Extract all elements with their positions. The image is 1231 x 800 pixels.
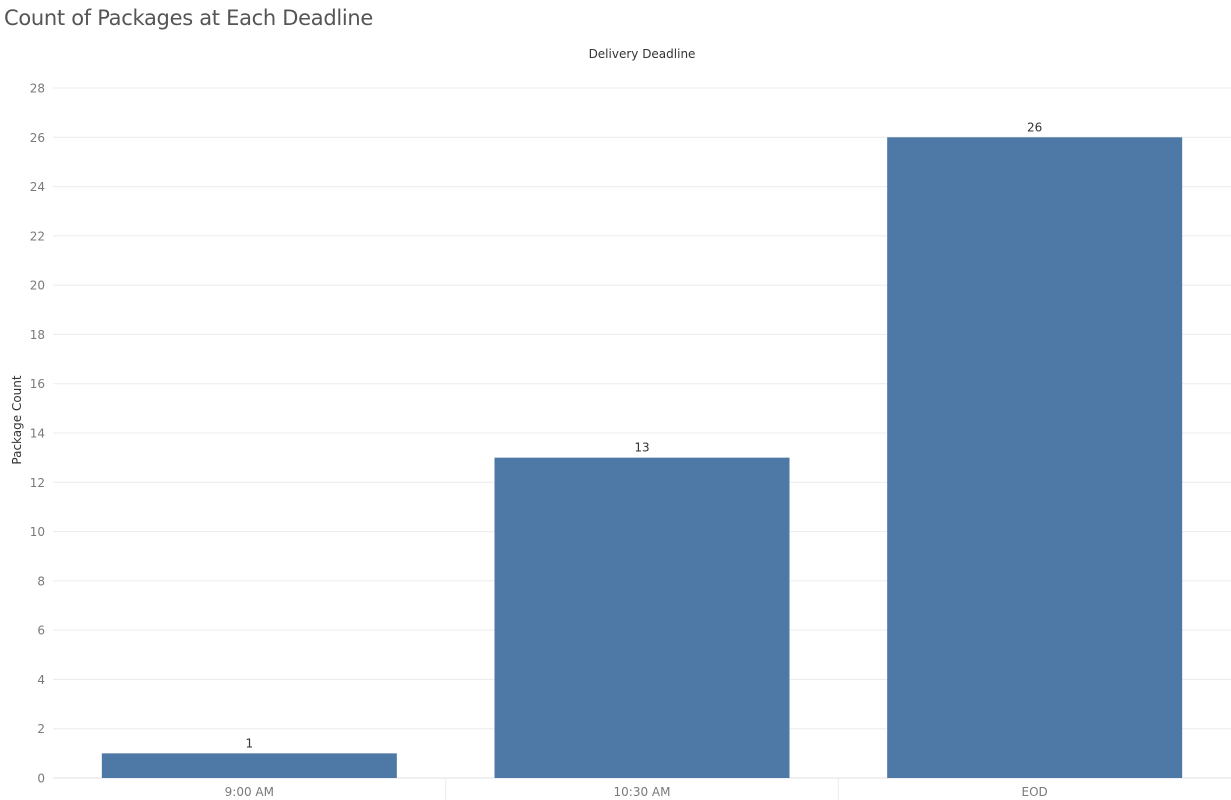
y-tick-label: 6 [37,624,45,638]
data-label: 13 [634,441,649,455]
x-tick-label: EOD [1022,785,1048,799]
bar-3 [887,137,1183,779]
y-tick-label: 16 [30,377,45,391]
y-tick-label: 8 [37,574,45,588]
y-tick-label: 4 [37,673,45,687]
y-tick-label: 14 [30,427,45,441]
bar-1 [101,753,397,778]
x-axis: 9:00 AM 10:30 AM EOD [225,785,1048,799]
y-tick-label: 10 [30,525,45,539]
y-tick-label: 2 [37,722,45,736]
y-tick-label: 26 [30,131,45,145]
data-label: 1 [246,736,254,750]
y-tick-label: 24 [30,180,45,194]
y-tick-label: 18 [30,328,45,342]
y-tick-label: 0 [37,772,45,786]
x-tick-label: 10:30 AM [614,785,671,799]
column-header: Delivery Deadline [589,47,696,61]
y-tick-label: 28 [30,82,45,96]
y-tick-label: 22 [30,229,45,243]
data-label: 26 [1027,120,1042,134]
y-tick-label: 20 [30,279,45,293]
page-title: Count of Packages at Each Deadline [4,6,374,30]
y-tick-label: 12 [30,476,45,490]
bars [101,137,1183,779]
y-axis-title: Package Count [10,375,24,464]
x-tick-label: 9:00 AM [225,785,274,799]
data-labels: 1 13 26 [246,120,1043,750]
bar-2 [494,457,790,778]
